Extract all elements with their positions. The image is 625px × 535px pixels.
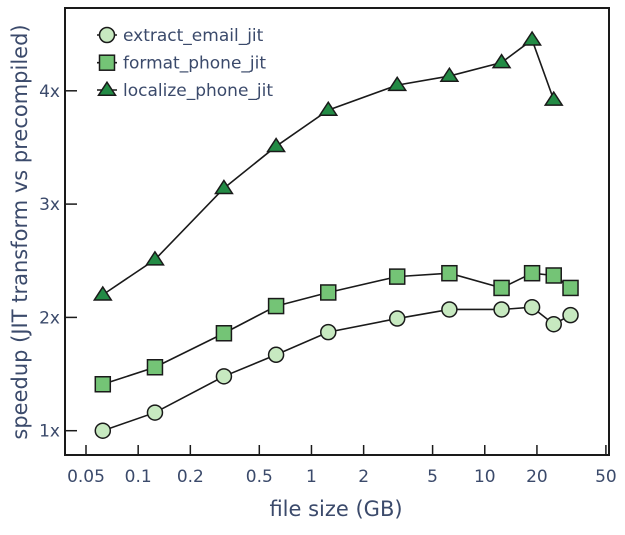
legend-label: extract_email_jit [123,26,264,46]
triangle-marker-icon [318,100,339,117]
series-line-localize_phone_jit [102,38,555,296]
square-marker-icon [523,264,541,282]
circle-marker-icon [523,298,541,316]
triangle-marker-icon [543,90,564,106]
y-axis-ticks: 1x 2x 3x 4x [39,82,77,442]
x-tick-label: 10 [474,467,496,487]
legend: extract_email_jit format_phone_jitlocaliz… [97,26,273,101]
x-tick-label: 0.2 [177,467,204,487]
y-tick-label: 2x [39,308,60,328]
circle-marker-icon [388,310,406,327]
triangle-marker-icon [387,75,408,92]
circle-marker-icon [320,323,337,341]
triangle-legend-icon [97,80,117,96]
circle-legend-icon [98,26,116,44]
square-marker-icon [545,267,562,284]
circle-marker-icon [267,346,285,364]
triangle-marker-icon [439,66,460,83]
square-marker-icon [388,268,406,285]
circle-marker-icon [146,404,164,421]
plot-frame [64,7,610,456]
square-marker-icon [94,375,112,393]
square-marker-icon [215,325,233,342]
y-tick-label: 3x [39,195,60,215]
circle-marker-icon [441,301,458,318]
square-marker-icon [493,279,510,297]
circle-marker-icon [215,368,233,385]
y-tick-label: 1x [39,422,60,442]
x-tick-label: 2 [358,467,369,487]
triangle-marker-icon [145,250,165,266]
legend-item-localize_phone_jit: localize_phone_jit [97,80,273,101]
square-marker-icon [562,279,579,297]
legend-label: format_phone_jit [123,54,266,74]
x-axis-ticks: 0.05 0.1 0.2 0.5 1 2 5 10 20 50 [67,445,617,487]
legend-label: localize_phone_jit [123,81,273,101]
y-axis-label: speedup (JIT transform vs precompiled) [8,24,32,439]
square-legend-icon [98,54,116,71]
square-marker-icon [441,264,458,282]
legend-item-format_phone_jit: format_phone_jit [97,54,266,74]
series-line-extract_email_jit [102,306,571,432]
circle-marker-icon [493,301,510,318]
x-tick-label: 0.1 [125,467,152,487]
x-tick-label: 0.05 [67,467,105,487]
triangle-marker-icon [266,137,286,153]
square-marker-icon [320,284,337,301]
square-marker-icon [146,359,164,376]
y-tick-label: 4x [39,82,60,102]
x-axis-label: file size (GB) [269,497,402,521]
x-tick-label: 0.5 [246,467,273,487]
triangle-marker-icon [214,179,234,195]
triangle-marker-icon [92,285,113,301]
x-tick-label: 50 [595,467,617,487]
square-marker-icon [267,297,285,315]
x-tick-label: 20 [526,467,548,487]
triangle-marker-icon [491,53,512,69]
circle-marker-icon [94,422,112,439]
series-markers [92,30,579,439]
circle-marker-icon [562,306,579,324]
triangle-marker-icon [522,30,542,46]
x-tick-label: 5 [427,467,438,487]
legend-item-extract_email_jit: extract_email_jit [97,26,264,46]
circle-marker-icon [545,315,562,333]
x-tick-label: 1 [306,467,317,487]
